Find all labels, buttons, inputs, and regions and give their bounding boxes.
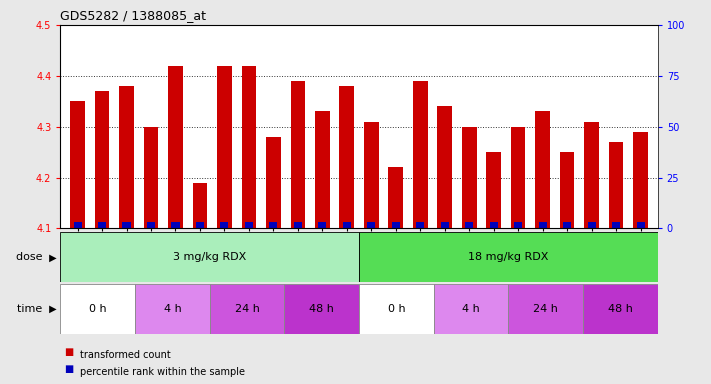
Bar: [392, 222, 400, 228]
Bar: [98, 222, 106, 228]
Bar: [242, 66, 256, 228]
Bar: [95, 91, 109, 228]
Text: 18 mg/kg RDX: 18 mg/kg RDX: [468, 252, 549, 262]
Bar: [73, 222, 82, 228]
Text: 48 h: 48 h: [309, 304, 334, 314]
Bar: [193, 183, 208, 228]
Bar: [388, 167, 403, 228]
Bar: [210, 284, 284, 334]
Bar: [612, 222, 620, 228]
Text: percentile rank within the sample: percentile rank within the sample: [80, 367, 245, 377]
Text: transformed count: transformed count: [80, 350, 171, 360]
Bar: [587, 222, 596, 228]
Bar: [364, 122, 379, 228]
Text: 4 h: 4 h: [462, 304, 480, 314]
Bar: [609, 142, 624, 228]
Text: ■: ■: [64, 364, 73, 374]
Bar: [434, 284, 508, 334]
Bar: [539, 222, 547, 228]
Bar: [486, 152, 501, 228]
Bar: [634, 132, 648, 228]
Bar: [294, 222, 302, 228]
Bar: [319, 222, 326, 228]
Bar: [284, 284, 359, 334]
Bar: [584, 122, 599, 228]
Bar: [196, 222, 204, 228]
Bar: [416, 222, 424, 228]
Bar: [266, 137, 281, 228]
Bar: [437, 106, 452, 228]
Bar: [560, 152, 574, 228]
Bar: [60, 284, 135, 334]
Text: dose: dose: [16, 252, 46, 262]
Bar: [171, 222, 179, 228]
Text: 3 mg/kg RDX: 3 mg/kg RDX: [173, 252, 247, 262]
Bar: [60, 232, 359, 282]
Bar: [508, 284, 583, 334]
Bar: [122, 222, 131, 228]
Bar: [245, 222, 253, 228]
Bar: [291, 81, 305, 228]
Bar: [70, 101, 85, 228]
Bar: [413, 81, 427, 228]
Bar: [359, 284, 434, 334]
Bar: [535, 111, 550, 228]
Bar: [147, 222, 155, 228]
Text: ▶: ▶: [46, 252, 57, 262]
Bar: [563, 222, 571, 228]
Bar: [441, 222, 449, 228]
Bar: [462, 127, 476, 228]
Bar: [583, 284, 658, 334]
Bar: [465, 222, 474, 228]
Text: GDS5282 / 1388085_at: GDS5282 / 1388085_at: [60, 9, 206, 22]
Bar: [119, 86, 134, 228]
Text: 24 h: 24 h: [533, 304, 558, 314]
Text: 0 h: 0 h: [89, 304, 107, 314]
Bar: [510, 127, 525, 228]
Text: ▶: ▶: [46, 304, 57, 314]
Bar: [636, 222, 645, 228]
Text: time: time: [18, 304, 46, 314]
Bar: [269, 222, 277, 228]
Bar: [315, 111, 330, 228]
Bar: [168, 66, 183, 228]
Bar: [343, 222, 351, 228]
Bar: [359, 232, 658, 282]
Bar: [368, 222, 375, 228]
Bar: [339, 86, 354, 228]
Text: 48 h: 48 h: [608, 304, 633, 314]
Text: 24 h: 24 h: [235, 304, 260, 314]
Text: 4 h: 4 h: [164, 304, 181, 314]
Bar: [135, 284, 210, 334]
Bar: [220, 222, 228, 228]
Bar: [490, 222, 498, 228]
Text: ■: ■: [64, 347, 73, 357]
Text: 0 h: 0 h: [387, 304, 405, 314]
Bar: [217, 66, 232, 228]
Bar: [144, 127, 159, 228]
Bar: [514, 222, 522, 228]
